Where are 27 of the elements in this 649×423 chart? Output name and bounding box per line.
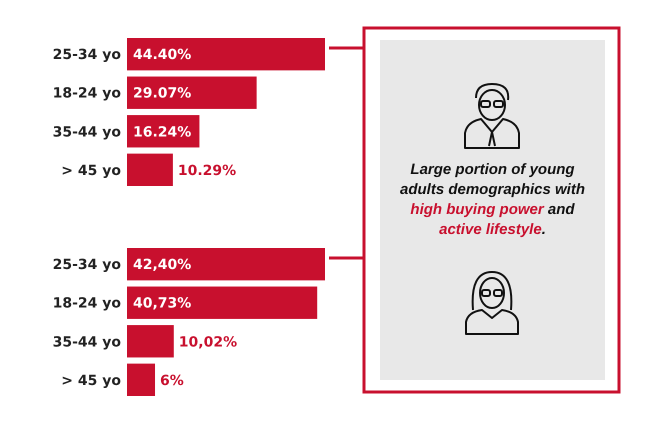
data-label: 44.40%	[133, 47, 192, 64]
data-label: 10.29%	[178, 162, 236, 179]
y-tick-label: > 45 yo	[61, 162, 122, 179]
bar	[127, 38, 325, 70]
y-tick-label: 35-44 yo	[52, 124, 122, 140]
text: .	[542, 221, 546, 238]
text: high buying power	[410, 201, 544, 218]
y-tick-label: 18-24 yo	[52, 296, 122, 312]
y-tick-label: 25-34 yo	[52, 47, 122, 64]
bar	[127, 76, 257, 109]
bar	[127, 154, 173, 186]
bar	[127, 248, 325, 280]
bar	[127, 364, 156, 396]
data-label: 40,73%	[133, 296, 192, 312]
text: and	[546, 201, 575, 218]
data-label: 10,02%	[178, 334, 238, 350]
bar	[127, 325, 174, 358]
bar	[127, 286, 318, 319]
y-tick-label: > 45 yo	[61, 372, 122, 389]
data-label: 6%	[160, 372, 184, 389]
text: active lifestyle	[439, 221, 542, 238]
y-tick-label: 25-34 yo	[52, 257, 122, 274]
data-label: 16.24%	[133, 124, 192, 140]
y-tick-label: 18-24 yo	[52, 86, 122, 102]
data-label: 42,40%	[133, 257, 192, 274]
data-label: 29.07%	[133, 86, 192, 102]
y-tick-label: 35-44 yo	[52, 334, 122, 350]
